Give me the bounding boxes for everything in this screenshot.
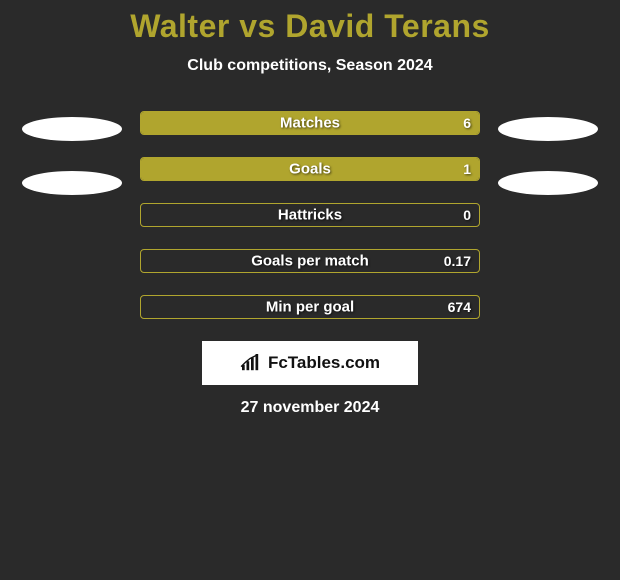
stat-row: Goals 1 [140, 157, 480, 181]
stat-value-right: 674 [448, 299, 471, 315]
stat-label: Goals [289, 161, 331, 178]
subtitle: Club competitions, Season 2024 [0, 57, 620, 75]
player-indicator-right [498, 171, 598, 195]
stat-value-right: 0.17 [444, 253, 471, 269]
stat-bars: Matches 6 Goals 1 Hattricks 0 Goals per match 0… [140, 111, 480, 319]
stat-row: Matches 6 [140, 111, 480, 135]
date-label: 27 november 2024 [0, 399, 620, 417]
stats-area: Matches 6 Goals 1 Hattricks 0 Goals per match 0… [0, 111, 620, 319]
stat-label: Goals per match [251, 253, 369, 270]
stat-row: Hattricks 0 [140, 203, 480, 227]
brand-text: FcTables.com [268, 353, 380, 373]
page-title: Walter vs David Terans [0, 8, 620, 45]
stat-value-right: 1 [463, 161, 471, 177]
brand-logo: FcTables.com [202, 341, 418, 385]
stat-label: Matches [280, 115, 340, 132]
stat-row: Goals per match 0.17 [140, 249, 480, 273]
chart-icon [240, 354, 262, 372]
comparison-card: Walter vs David Terans Club competitions… [0, 0, 620, 417]
stat-value-right: 0 [463, 207, 471, 223]
stat-row: Min per goal 674 [140, 295, 480, 319]
stat-label: Hattricks [278, 207, 342, 224]
right-indicator-column [498, 111, 598, 195]
stat-value-right: 6 [463, 115, 471, 131]
player-indicator-left [22, 171, 122, 195]
left-indicator-column [22, 111, 122, 195]
player-indicator-right [498, 117, 598, 141]
player-indicator-left [22, 117, 122, 141]
stat-label: Min per goal [266, 299, 354, 316]
